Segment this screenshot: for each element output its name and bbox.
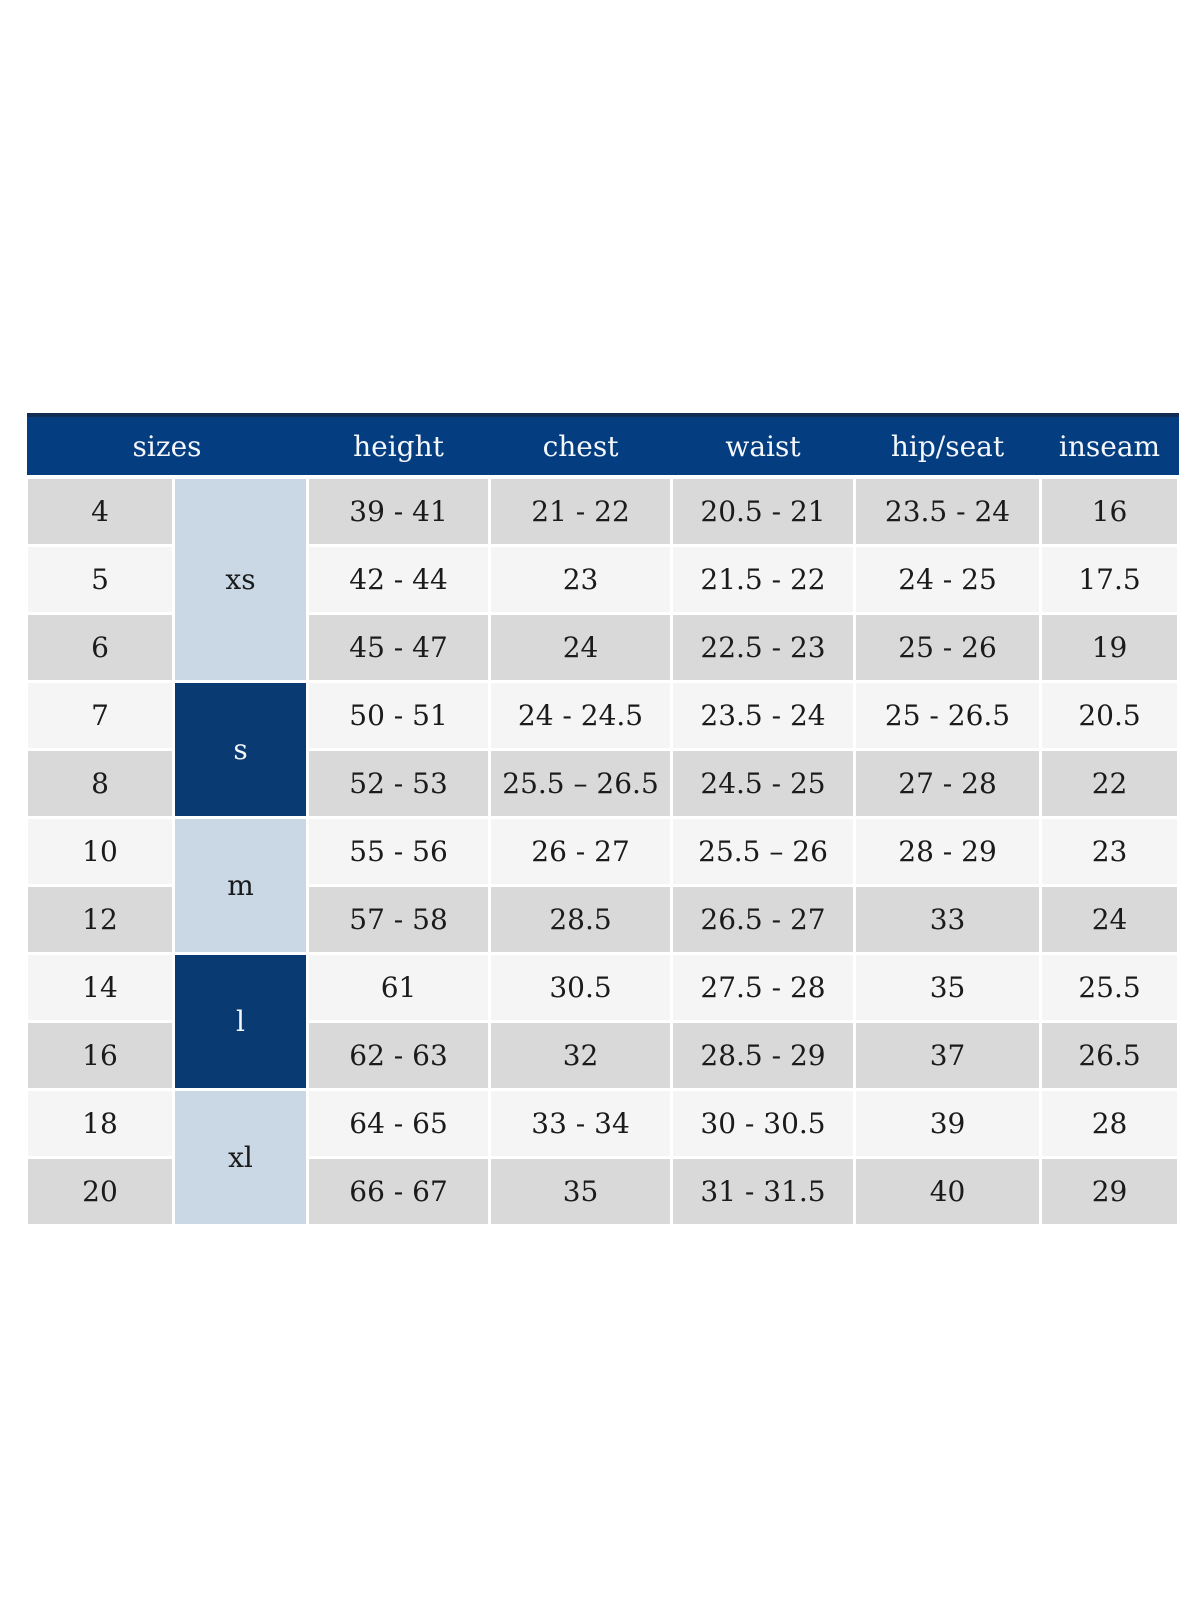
inseam-cell: 26.5 <box>1039 1020 1181 1091</box>
size-cell: 14 <box>25 952 175 1023</box>
hip-seat-cell: 40 <box>853 1156 1043 1227</box>
hip-seat-cell: 35 <box>853 952 1043 1023</box>
waist-cell: 25.5 – 26 <box>670 816 857 887</box>
height-cell: 42 - 44 <box>306 544 492 615</box>
size-group-cell-m: m <box>171 816 310 955</box>
size-cell: 5 <box>25 544 175 615</box>
table-row: 4 xs 39 - 41 21 - 22 20.5 - 21 23.5 - 24 16 <box>25 475 1181 683</box>
col-header-sizes: sizes <box>26 413 308 479</box>
size-cell: 8 <box>25 748 175 819</box>
chest-cell: 24 <box>488 612 674 683</box>
hip-seat-cell: 39 <box>853 1088 1043 1159</box>
waist-cell: 24.5 - 25 <box>670 748 857 819</box>
hip-seat-cell: 25 - 26 <box>853 612 1043 683</box>
chest-cell: 26 - 27 <box>488 816 674 887</box>
height-cell: 55 - 56 <box>306 816 492 887</box>
height-cell: 50 - 51 <box>306 680 492 751</box>
waist-cell: 31 - 31.5 <box>670 1156 857 1227</box>
size-cell: 16 <box>25 1020 175 1091</box>
inseam-cell: 29 <box>1039 1156 1181 1227</box>
height-cell: 57 - 58 <box>306 884 492 955</box>
col-header-chest: chest <box>489 413 672 479</box>
size-cell: 10 <box>25 816 175 887</box>
waist-cell: 26.5 - 27 <box>670 884 857 955</box>
table-row: 5 42 - 44 23 21.5 - 22 24 - 25 17.5 <box>25 544 1181 615</box>
inseam-cell: 20.5 <box>1039 680 1181 751</box>
size-cell: 4 <box>25 475 175 547</box>
waist-cell: 23.5 - 24 <box>670 680 857 751</box>
inseam-cell: 22 <box>1039 748 1181 819</box>
table-row: 14 l 61 30.5 27.5 - 28 35 25.5 <box>25 952 1181 1091</box>
hip-seat-cell: 33 <box>853 884 1043 955</box>
table-row: 20 66 - 67 35 31 - 31.5 40 29 <box>25 1156 1181 1227</box>
size-group-cell-xl: xl <box>171 1088 310 1227</box>
table-row: 18 xl 64 - 65 33 - 34 30 - 30.5 39 28 <box>25 1088 1181 1227</box>
height-cell: 61 <box>306 952 492 1023</box>
height-cell: 39 - 41 <box>306 475 492 547</box>
col-header-height: height <box>307 413 490 479</box>
chest-cell: 21 - 22 <box>488 475 674 547</box>
table-row: 8 52 - 53 25.5 – 26.5 24.5 - 25 27 - 28 22 <box>25 748 1181 819</box>
height-cell: 66 - 67 <box>306 1156 492 1227</box>
chest-cell: 24 - 24.5 <box>488 680 674 751</box>
inseam-cell: 23 <box>1039 816 1181 887</box>
table-row: 7 s 50 - 51 24 - 24.5 23.5 - 24 25 - 26.5 20.5 <box>25 680 1181 819</box>
inseam-cell: 28 <box>1039 1088 1181 1159</box>
table-row: 10 m 55 - 56 26 - 27 25.5 – 26 28 - 29 23 <box>25 816 1181 955</box>
hip-seat-cell: 37 <box>853 1020 1043 1091</box>
height-cell: 45 - 47 <box>306 612 492 683</box>
size-cell: 6 <box>25 612 175 683</box>
chest-cell: 28.5 <box>488 884 674 955</box>
size-cell: 7 <box>25 680 175 751</box>
waist-cell: 21.5 - 22 <box>670 544 857 615</box>
inseam-cell: 16 <box>1039 475 1181 547</box>
chest-cell: 30.5 <box>488 952 674 1023</box>
waist-cell: 27.5 - 28 <box>670 952 857 1023</box>
waist-cell: 28.5 - 29 <box>670 1020 857 1091</box>
size-group-cell-s: s <box>171 680 310 819</box>
hip-seat-cell: 25 - 26.5 <box>853 680 1043 751</box>
size-chart-table: sizes height chest waist hip/seat inseam… <box>25 413 1181 1227</box>
inseam-cell: 19 <box>1039 612 1181 683</box>
hip-seat-cell: 28 - 29 <box>853 816 1043 887</box>
table-row: 12 57 - 58 28.5 26.5 - 27 33 24 <box>25 884 1181 955</box>
chest-cell: 32 <box>488 1020 674 1091</box>
size-cell: 12 <box>25 884 175 955</box>
col-header-inseam: inseam <box>1040 413 1179 479</box>
height-cell: 62 - 63 <box>306 1020 492 1091</box>
waist-cell: 22.5 - 23 <box>670 612 857 683</box>
table-row: 6 45 - 47 24 22.5 - 23 25 - 26 19 <box>25 612 1181 683</box>
size-cell: 18 <box>25 1088 175 1159</box>
chest-cell: 35 <box>488 1156 674 1227</box>
size-group-cell-xs: xs <box>171 475 310 683</box>
hip-seat-cell: 23.5 - 24 <box>853 475 1043 547</box>
inseam-cell: 17.5 <box>1039 544 1181 615</box>
inseam-cell: 25.5 <box>1039 952 1181 1023</box>
height-cell: 52 - 53 <box>306 748 492 819</box>
waist-cell: 20.5 - 21 <box>670 475 857 547</box>
inseam-cell: 24 <box>1039 884 1181 955</box>
col-header-waist: waist <box>671 413 855 479</box>
chest-cell: 23 <box>488 544 674 615</box>
chest-cell: 33 - 34 <box>488 1088 674 1159</box>
chest-cell: 25.5 – 26.5 <box>488 748 674 819</box>
header-row: sizes height chest waist hip/seat inseam <box>26 413 1179 479</box>
waist-cell: 30 - 30.5 <box>670 1088 857 1159</box>
size-cell: 20 <box>25 1156 175 1227</box>
size-chart: sizes height chest waist hip/seat inseam… <box>25 413 1181 1227</box>
hip-seat-cell: 24 - 25 <box>853 544 1043 615</box>
height-cell: 64 - 65 <box>306 1088 492 1159</box>
col-header-hip-seat: hip/seat <box>854 413 1041 479</box>
size-group-cell-l: l <box>171 952 310 1091</box>
hip-seat-cell: 27 - 28 <box>853 748 1043 819</box>
table-row: 16 62 - 63 32 28.5 - 29 37 26.5 <box>25 1020 1181 1091</box>
size-table-body: 4 xs 39 - 41 21 - 22 20.5 - 21 23.5 - 24 16 5 42… <box>25 475 1181 1227</box>
